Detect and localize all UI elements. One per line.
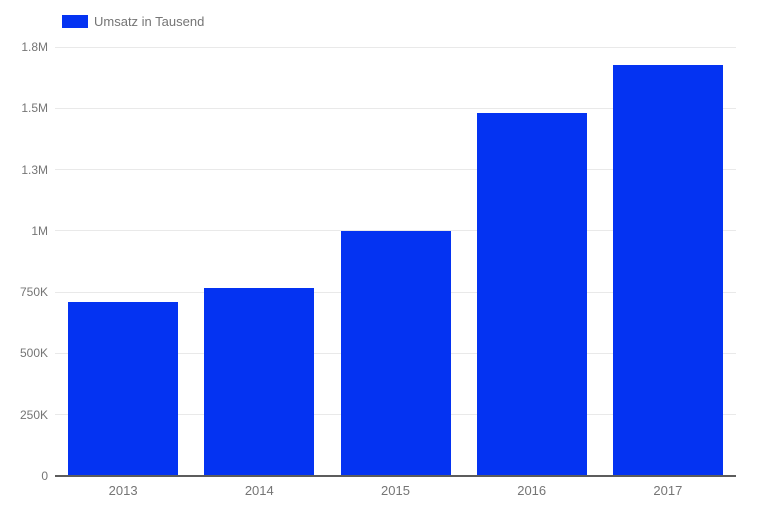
x-axis-tick-label: 2017 bbox=[653, 483, 683, 498]
y-axis-tick-label: 1M bbox=[31, 223, 48, 238]
legend-label: Umsatz in Tausend bbox=[94, 13, 205, 29]
bar-2014[interactable] bbox=[204, 288, 315, 476]
gridline bbox=[55, 107, 736, 109]
x-axis-tick-label: 2014 bbox=[244, 483, 274, 498]
y-axis-tick-label: 1.8M bbox=[21, 40, 48, 54]
gridline bbox=[55, 169, 736, 171]
y-axis-tick-label: 1.5M bbox=[21, 101, 48, 116]
legend: Umsatz in Tausend bbox=[62, 13, 205, 29]
x-axis-tick-label: 2015 bbox=[381, 483, 410, 498]
x-axis-baseline bbox=[55, 475, 736, 477]
bar-2016[interactable] bbox=[476, 113, 587, 476]
bar-2013[interactable] bbox=[68, 301, 179, 476]
y-axis-tick-label: 750K bbox=[19, 285, 48, 300]
gridline bbox=[55, 46, 736, 48]
y-axis-tick-label: 1.3M bbox=[21, 162, 48, 177]
bar-2017[interactable] bbox=[612, 65, 723, 476]
y-axis-tick-label: 500K bbox=[19, 346, 48, 361]
y-axis-tick-label: 250K bbox=[19, 407, 48, 422]
y-axis-tick-label: 0 bbox=[41, 469, 48, 483]
x-axis-tick-label: 2016 bbox=[517, 483, 547, 498]
bar-2015[interactable] bbox=[340, 230, 451, 476]
legend-swatch-icon bbox=[62, 14, 88, 28]
x-axis-tick-label: 2013 bbox=[108, 483, 138, 498]
